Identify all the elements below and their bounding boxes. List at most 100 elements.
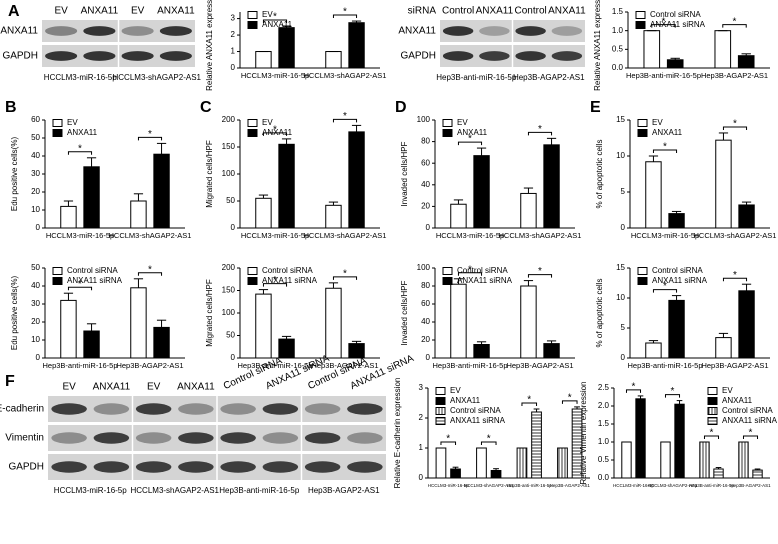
lane-label: EV [147,382,161,393]
bar [668,299,685,359]
bar [473,155,490,229]
blot-band [51,403,87,415]
bar [435,447,447,479]
legend-swatch [435,387,446,395]
group-label: HCCLM3-miR-16-5p [54,486,127,495]
bar [699,441,710,479]
legend-swatch [707,387,718,395]
blot-band [262,403,299,415]
y-tick-label: 100 [222,308,236,317]
group-label: HCCLM3-shAGAP2-AS1 [131,486,220,495]
lane-label: ANXA11 [93,382,131,393]
significance-mark: * [568,393,572,404]
blot-band [347,432,383,444]
legend-label: Control siRNA [652,266,703,275]
significance-bracket [67,151,93,155]
legend-label: Control siRNA [450,406,501,415]
significance-bracket [703,435,720,439]
significance-mark: * [148,264,152,275]
blot-band [304,403,341,415]
y-tick-label: 200 [222,263,236,272]
row-label: Vimentin [5,433,44,444]
bar [738,441,749,479]
blot-band [220,461,256,473]
bar [348,22,365,69]
y-tick-label: 0 [426,353,431,362]
y-tick-label: 1.5 [598,419,610,428]
group-label: Hep3B-AGAP2-AS1 [308,486,380,495]
legend-swatch [442,267,453,275]
significance-bracket [722,277,748,282]
blot-band [83,26,116,36]
blot-band [515,26,546,36]
legend-swatch [637,129,648,137]
y-tick-label: 0 [36,353,41,362]
panel-label: D [395,99,407,116]
significance-bracket [137,272,163,276]
lane-label: ANXA11 [81,6,119,17]
bar [666,59,684,69]
significance-mark: * [343,268,347,279]
legend-label: ANXA11 siRNA [450,416,506,425]
legend-swatch [435,407,446,415]
y-tick-label: 20 [31,187,40,196]
bar [473,344,490,359]
bar [660,441,671,479]
y-tick-label: 50 [226,331,235,340]
blot-band [121,51,154,61]
y-axis-label: Edu positive cells(%) [10,276,19,351]
y-tick-label: 1.0 [612,26,624,35]
y-tick-label: 40 [31,281,40,290]
lane-label: EV [62,382,76,393]
row-label: GAPDH [2,51,38,62]
y-tick-label: 60 [31,115,40,124]
blot-band [135,461,172,473]
y-axis-label: Migrated cells/HPF [205,279,214,347]
bar [325,204,342,229]
bar [643,30,661,69]
x-tick-label: HCCLM3-miR-16-5p [631,231,699,240]
lane-label: ANXA11 [476,6,514,17]
bar [645,161,662,229]
bar [738,204,755,229]
legend-swatch [637,277,648,285]
panel-label: E [590,99,601,116]
blot-band [45,26,78,36]
significance-bracket [521,402,538,406]
lane-label: Control [515,6,547,17]
blot-band [135,403,172,415]
x-tick-label: HCCLM3-shAGAP2-AS1 [499,231,582,240]
bar [557,447,568,479]
y-tick-label: 50 [226,196,235,205]
legend-label: ANXA11 [457,128,488,137]
x-tick-label: HCCLM3-miR-16-5p [46,231,114,240]
x-tick-label: HCCLM3-miR-16-5p [241,231,309,240]
y-tick-label: 0 [419,473,424,482]
significance-mark: * [487,434,491,445]
blot-band [479,51,510,61]
y-tick-label: 0 [231,63,236,72]
bar [83,166,100,229]
significance-bracket [625,389,642,393]
bar [325,51,342,69]
significance-mark: * [733,16,737,27]
y-tick-label: 1.5 [612,7,624,16]
group-label: HCCLM3-shAGAP2-AS1 [113,73,202,82]
group-label: HCCLM3-miR-16-5p [44,73,117,82]
group-label: Hep3B-anti-miR-16-5p [219,486,300,495]
bar [278,143,295,229]
x-tick-label: Hep3B-anti-miR-16-5p [626,71,701,80]
lane-label: ANXA11 [548,6,586,17]
significance-mark: * [663,142,667,153]
y-tick-label: 15 [616,115,625,124]
x-tick-label: HCCLM3-shAGAP2-AS1 [464,483,514,488]
significance-bracket [652,289,678,293]
x-tick-label: HCCLM3-shAGAP2-AS1 [694,231,777,240]
panel-label: B [5,99,17,116]
legend-swatch [247,267,258,275]
blot-band [93,432,130,444]
significance-mark: * [468,134,472,145]
y-axis-label: % of apoptotic cells [595,140,604,209]
significance-mark: * [343,111,347,122]
bar [621,441,632,479]
